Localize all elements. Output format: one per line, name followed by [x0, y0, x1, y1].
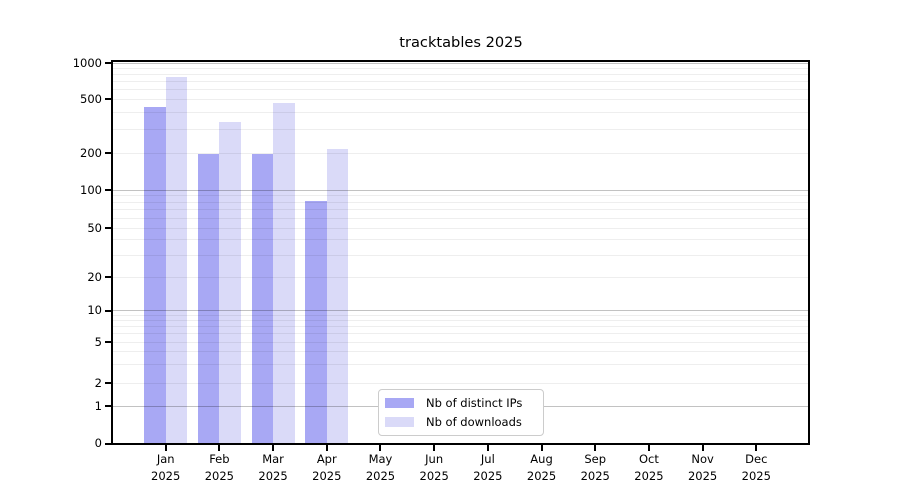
- gridline-minor: [113, 239, 808, 241]
- y-tick-500: [105, 98, 111, 100]
- gridline-minor: [113, 74, 808, 76]
- gridline-major: [113, 62, 808, 64]
- gridline-minor: [113, 89, 808, 91]
- gridline-minor: [113, 111, 808, 113]
- x-tick-label-mar: Mar 2025: [258, 452, 288, 483]
- legend-swatch-downloads: [385, 417, 414, 427]
- bar-distinct-ips-feb: [197, 154, 220, 444]
- gridline-minor: [113, 209, 808, 211]
- x-tick-feb: [218, 445, 221, 451]
- x-tick-dec: [755, 445, 758, 451]
- bar-distinct-ips-apr: [305, 200, 327, 444]
- gridline-minor: [113, 217, 808, 219]
- x-tick-label-dec: Dec 2025: [741, 452, 771, 483]
- y-tick-label-2: 2: [94, 375, 102, 390]
- y-tick-label-1000: 1000: [72, 55, 102, 70]
- x-tick-may: [379, 445, 382, 451]
- x-tick-label-jul: Jul 2025: [473, 452, 503, 483]
- y-tick-10: [105, 309, 111, 312]
- gridline-minor: [113, 364, 808, 366]
- x-tick-mar: [272, 445, 275, 451]
- gridline-minor: [113, 276, 808, 278]
- gridline-minor: [113, 201, 808, 203]
- x-tick-jan: [164, 445, 167, 451]
- gridline-minor: [113, 128, 808, 130]
- x-tick-label-feb: Feb 2025: [204, 452, 235, 483]
- bar-distinct-ips-jan: [144, 106, 166, 444]
- x-tick-label-sep: Sep 2025: [580, 452, 610, 483]
- gridline-major: [113, 310, 808, 311]
- y-tick-100: [105, 189, 111, 191]
- gridline-minor: [113, 341, 808, 343]
- legend-label-downloads: Nb of downloads: [426, 415, 522, 429]
- gridline-minor: [113, 98, 808, 100]
- y-tick-2: [105, 382, 111, 384]
- gridline-minor: [113, 152, 808, 154]
- gridline-minor: [113, 333, 808, 335]
- x-tick-apr: [325, 445, 328, 451]
- gridline-minor: [113, 326, 808, 328]
- x-tick-label-aug: Aug 2025: [526, 452, 557, 483]
- bar-downloads-feb: [219, 121, 241, 444]
- y-tick-label-20: 20: [87, 269, 102, 284]
- y-tick-label-500: 500: [80, 91, 102, 106]
- x-tick-label-apr: Apr 2025: [312, 452, 342, 483]
- y-tick-0: [105, 442, 111, 445]
- y-tick-label-0: 0: [94, 436, 102, 450]
- bar-distinct-ips-mar: [251, 154, 274, 444]
- y-tick-label-10: 10: [87, 303, 102, 317]
- bar-downloads-jan: [165, 77, 188, 444]
- legend-swatch-distinct-ips: [385, 398, 414, 408]
- y-tick-label-1: 1: [94, 398, 102, 413]
- y-tick-1: [105, 405, 111, 407]
- y-tick-label-50: 50: [87, 220, 102, 235]
- gridline-minor: [113, 227, 808, 229]
- y-tick-label-5: 5: [94, 334, 102, 349]
- legend-item-distinct-ips: Nb of distinct IPs: [385, 395, 537, 411]
- gridline-minor: [113, 254, 808, 256]
- x-tick-aug: [540, 445, 543, 451]
- gridline-minor: [113, 81, 808, 83]
- x-tick-sep: [594, 445, 597, 451]
- x-tick-label-jan: Jan 2025: [151, 452, 181, 483]
- bar-downloads-mar: [273, 102, 295, 444]
- bar-downloads-apr: [326, 148, 349, 444]
- x-tick-jun: [433, 445, 436, 451]
- y-tick-50: [105, 227, 111, 229]
- gridline-minor: [113, 351, 808, 353]
- y-tick-200: [105, 152, 111, 154]
- gridline-major: [113, 189, 808, 191]
- x-tick-jul: [486, 445, 489, 451]
- gridline-minor: [113, 314, 808, 316]
- y-tick-label-100: 100: [80, 182, 102, 197]
- y-tick-1000: [105, 62, 111, 64]
- legend-label-distinct-ips: Nb of distinct IPs: [426, 396, 523, 410]
- y-tick-5: [105, 341, 111, 343]
- gridline-minor: [113, 382, 808, 384]
- y-tick-20: [105, 276, 111, 278]
- x-tick-nov: [701, 445, 704, 451]
- y-tick-label-200: 200: [80, 145, 102, 160]
- x-tick-label-oct: Oct 2025: [634, 452, 664, 483]
- legend-item-downloads: Nb of downloads: [385, 414, 537, 430]
- legend: Nb of distinct IPs Nb of downloads: [378, 389, 544, 436]
- gridline-minor: [113, 195, 808, 197]
- x-tick-label-may: May 2025: [365, 452, 396, 483]
- x-tick-label-jun: Jun 2025: [419, 452, 449, 483]
- gridline-minor: [113, 320, 808, 322]
- chart-title: tracktables 2025: [399, 34, 523, 51]
- x-tick-label-nov: Nov 2025: [687, 452, 718, 483]
- gridline-minor: [113, 67, 808, 69]
- x-tick-oct: [647, 445, 650, 451]
